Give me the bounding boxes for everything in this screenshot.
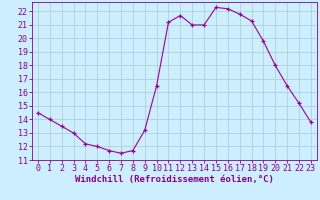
X-axis label: Windchill (Refroidissement éolien,°C): Windchill (Refroidissement éolien,°C) <box>75 175 274 184</box>
